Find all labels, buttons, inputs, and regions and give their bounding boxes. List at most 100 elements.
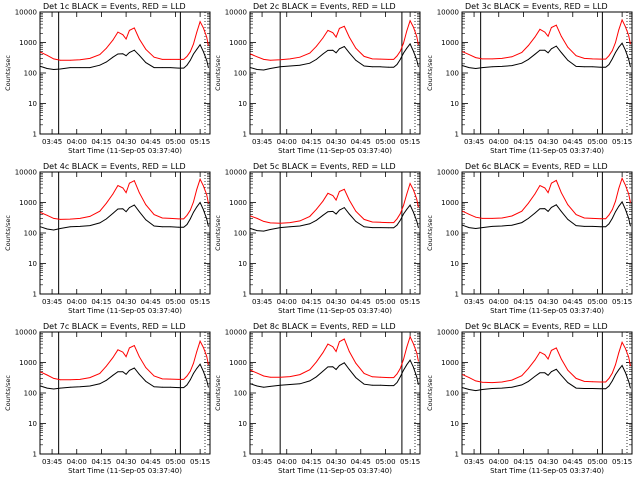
data-point-lld: [551, 350, 552, 351]
data-point-lld: [335, 199, 337, 201]
data-point-lld: [618, 29, 620, 31]
data-point-lld: [206, 36, 208, 38]
data-point-lld: [560, 35, 562, 37]
data-point-events: [605, 226, 607, 228]
plot-frame: [249, 11, 421, 135]
data-point-events: [138, 211, 140, 213]
data-point-events: [380, 227, 381, 229]
series-line-events: [462, 200, 631, 230]
y-tick-label: 1000: [441, 39, 459, 47]
y-tick-label: 10000: [225, 329, 247, 337]
data-point-events: [621, 201, 623, 203]
data-point-lld: [406, 193, 408, 195]
x-tick-label: 05:00: [165, 138, 185, 146]
data-point-events: [269, 229, 271, 230]
data-point-events: [263, 386, 265, 388]
data-point-lld: [618, 188, 620, 189]
data-point-lld: [79, 59, 81, 61]
data-point-events: [339, 365, 340, 366]
data-point-lld: [380, 221, 381, 223]
data-point-lld: [413, 189, 414, 191]
data-point-events: [263, 230, 265, 232]
data-point-lld: [269, 59, 271, 61]
data-point-lld: [322, 200, 324, 202]
data-point-events: [181, 387, 183, 388]
data-point-events: [138, 54, 140, 56]
data-point-lld: [371, 58, 373, 60]
y-tick-label: 1000: [19, 199, 37, 207]
data-point-events: [393, 66, 395, 68]
data-point-events: [363, 226, 365, 228]
data-point-events: [399, 376, 401, 378]
data-point-events: [355, 221, 357, 222]
data-point-events: [511, 386, 513, 388]
data-point-events: [551, 48, 552, 50]
data-point-lld: [511, 379, 513, 381]
x-tick-label: 04:45: [351, 298, 371, 306]
data-point-lld: [339, 28, 340, 29]
data-point-lld: [138, 192, 140, 194]
data-point-events: [125, 55, 127, 57]
y-axis-label: Counts/sec: [426, 55, 434, 91]
data-point-events: [161, 386, 163, 388]
data-point-events: [343, 46, 345, 47]
data-point-events: [611, 218, 613, 219]
panel-title: Det 6c BLACK = Events, RED = LLD: [465, 162, 608, 171]
data-point-events: [170, 67, 171, 68]
data-point-lld: [396, 218, 398, 220]
data-point-lld: [89, 377, 91, 378]
data-point-events: [339, 209, 340, 211]
data-point-events: [544, 372, 546, 374]
data-point-events: [468, 227, 470, 229]
data-point-events: [79, 386, 81, 388]
data-point-lld: [203, 27, 204, 29]
data-point-events: [416, 376, 418, 378]
y-tick-label: 100: [234, 70, 247, 78]
data-point-lld: [133, 345, 135, 346]
y-tick-label: 100: [446, 70, 459, 78]
data-point-lld: [129, 30, 130, 31]
data-point-events: [46, 68, 48, 69]
series-line-events: [40, 363, 209, 390]
x-tick-label: 05:15: [400, 298, 420, 306]
data-point-events: [343, 362, 345, 364]
data-point-lld: [555, 347, 557, 349]
data-point-events: [567, 382, 569, 383]
x-tick-label: 04:45: [141, 138, 161, 146]
data-point-events: [468, 389, 470, 390]
data-point-lld: [355, 362, 357, 364]
data-point-lld: [551, 182, 552, 184]
data-point-lld: [393, 59, 395, 60]
data-point-events: [316, 219, 317, 221]
y-tick-label: 10: [450, 100, 459, 108]
data-point-lld: [528, 45, 529, 46]
y-tick-label: 1000: [19, 39, 37, 47]
data-point-events: [393, 385, 395, 386]
data-point-lld: [630, 202, 631, 203]
data-point-events: [79, 67, 81, 68]
data-point-events: [178, 67, 180, 69]
data-point-lld: [122, 351, 124, 353]
data-point-events: [608, 64, 610, 65]
data-point-events: [183, 387, 185, 388]
data-point-lld: [316, 45, 317, 47]
data-point-events: [181, 67, 183, 69]
data-point-events: [69, 67, 71, 68]
data-point-lld: [133, 180, 135, 182]
data-point-lld: [161, 378, 163, 380]
data-point-lld: [40, 51, 41, 53]
data-point-events: [380, 66, 381, 68]
data-point-events: [491, 66, 493, 68]
data-point-events: [122, 53, 124, 55]
data-point-events: [605, 66, 607, 68]
x-tick-label: 04:15: [513, 138, 533, 146]
y-tick-label: 10: [28, 420, 37, 428]
data-point-events: [355, 59, 357, 61]
data-point-lld: [605, 58, 607, 60]
y-tick-label: 1: [243, 131, 247, 139]
plot-frame: [249, 171, 421, 295]
panel-title: Det 3c BLACK = Events, RED = LLD: [465, 2, 608, 11]
data-point-events: [615, 52, 616, 53]
panel-title: Det 7c BLACK = Events, RED = LLD: [43, 322, 186, 331]
